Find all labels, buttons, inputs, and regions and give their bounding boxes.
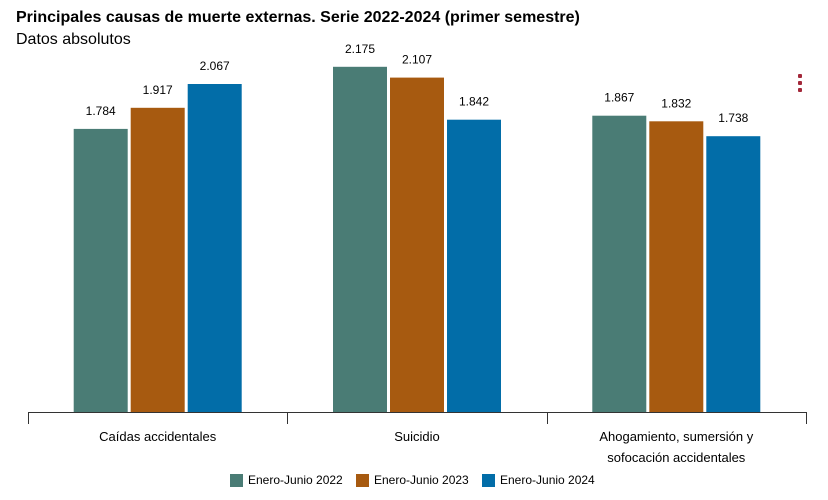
data-label: 1.842: [459, 95, 489, 109]
category-label: Caídas accidentales: [99, 429, 217, 444]
bar-chart: 1.784 1.917 2.067 2.175 2.107 1.842 1.867 1.832…: [28, 42, 807, 465]
bar: [130, 107, 185, 413]
legend-swatch: [356, 473, 369, 487]
bar: [333, 66, 387, 413]
legend-label: Enero-Junio 2024: [500, 473, 595, 487]
data-label: 1.867: [604, 91, 634, 105]
category-label: Ahogamiento, sumersión y sofocación accid…: [599, 429, 753, 465]
bar: [649, 121, 704, 413]
menu-dot: [798, 74, 802, 78]
legend-swatch: [482, 473, 495, 487]
bar: [390, 77, 444, 412]
legend-label: Enero-Junio 2022: [248, 473, 343, 487]
data-label: 2.175: [345, 42, 375, 56]
data-label: 2.107: [402, 53, 432, 67]
chart-title: Principales causas de muerte externas. S…: [16, 9, 580, 26]
legend-label: Enero-Junio 2023: [374, 473, 469, 487]
chart-subtitle: Datos absolutos: [16, 31, 131, 48]
data-label: 1.784: [86, 104, 116, 118]
menu-dot: [798, 88, 802, 92]
bar: [447, 119, 501, 412]
bar: [592, 115, 647, 412]
data-label: 2.067: [200, 59, 230, 73]
data-label: 1.738: [718, 111, 748, 125]
menu-dot: [798, 81, 802, 85]
chart-legend: Enero-Junio 2022 Enero-Junio 2023 Enero-…: [0, 471, 828, 491]
legend-swatch: [230, 473, 243, 487]
category-label: Suicidio: [394, 429, 440, 444]
legend-item-2022[interactable]: Enero-Junio 2022: [230, 471, 343, 489]
legend-item-2024[interactable]: Enero-Junio 2024: [482, 471, 595, 489]
legend-item-2023[interactable]: Enero-Junio 2023: [356, 471, 469, 489]
bar: [706, 136, 761, 412]
bar: [73, 128, 128, 412]
data-label: 1.917: [143, 83, 173, 97]
data-label: 1.832: [661, 96, 691, 110]
bar: [187, 84, 242, 412]
kebab-menu-icon[interactable]: [792, 70, 810, 96]
